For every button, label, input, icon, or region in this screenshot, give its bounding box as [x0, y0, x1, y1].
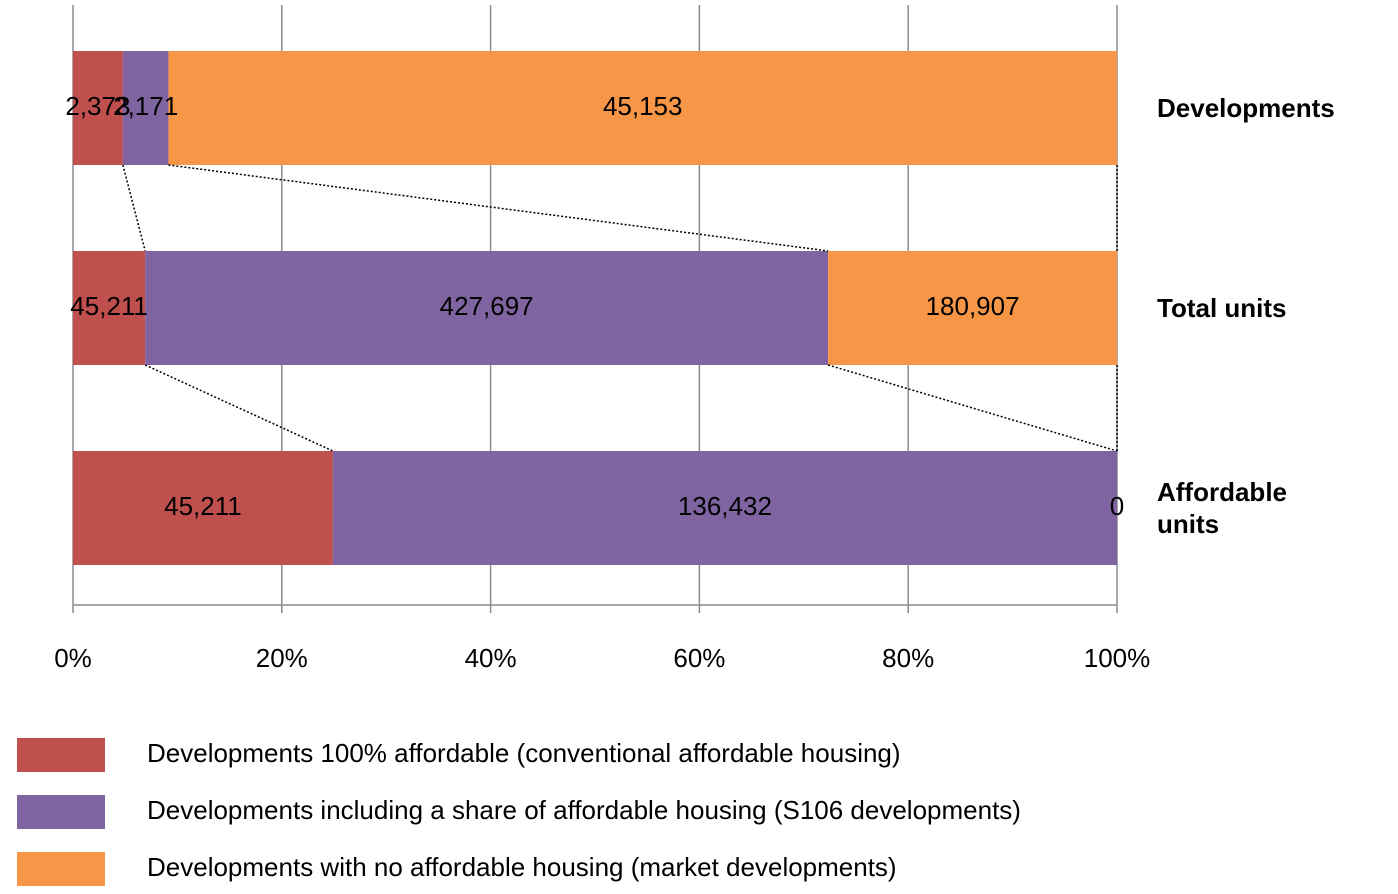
data-label: 45,153 — [603, 91, 683, 121]
bar-segment — [145, 251, 829, 365]
legend-swatch — [17, 738, 105, 772]
bar-segment — [122, 51, 169, 165]
data-label: 180,907 — [926, 291, 1020, 321]
connector — [827, 364, 1118, 452]
legend-swatch — [17, 795, 105, 829]
data-label: 45,211 — [70, 291, 148, 321]
bar-segment — [73, 251, 146, 365]
data-label: 136,432 — [678, 491, 772, 521]
legend-label: Developments with no affordable housing … — [147, 852, 897, 882]
data-label: 2,373 — [65, 91, 130, 121]
category-label-wrap: Total units — [1157, 258, 1337, 358]
legend-label: Developments 100% affordable (convention… — [147, 738, 901, 768]
bar-segment — [828, 251, 1117, 365]
category-label-box: Total units — [1157, 258, 1337, 358]
x-tick-label: 20% — [256, 643, 308, 673]
data-label: 427,697 — [440, 291, 534, 321]
x-tick-label: 40% — [465, 643, 517, 673]
bar-segment — [73, 451, 333, 565]
category-label-wrap: Developments — [1157, 58, 1392, 158]
category-label: Developments — [1157, 93, 1335, 123]
x-tick-label: 0% — [54, 643, 92, 673]
data-label: 0 — [1110, 491, 1124, 521]
category-label-box: Developments — [1157, 58, 1392, 158]
x-tick-label: 60% — [673, 643, 725, 673]
bar-segment — [332, 451, 1117, 565]
category-label-box: Affordable units — [1157, 458, 1337, 558]
connector — [144, 364, 334, 452]
category-label: Affordable units — [1157, 477, 1287, 539]
legend-swatch — [17, 852, 105, 886]
category-label: Total units — [1157, 293, 1287, 323]
x-tick-label: 80% — [882, 643, 934, 673]
x-tick-label: 100% — [1084, 643, 1151, 673]
category-label-wrap: Affordable units — [1157, 458, 1337, 558]
data-label: 2,171 — [113, 91, 178, 121]
connector — [168, 164, 829, 252]
bar-segment — [73, 51, 123, 165]
data-label: 45,211 — [164, 491, 242, 521]
connector — [122, 164, 146, 252]
bar-segment — [168, 51, 1118, 165]
legend-label: Developments including a share of afford… — [147, 795, 1021, 825]
